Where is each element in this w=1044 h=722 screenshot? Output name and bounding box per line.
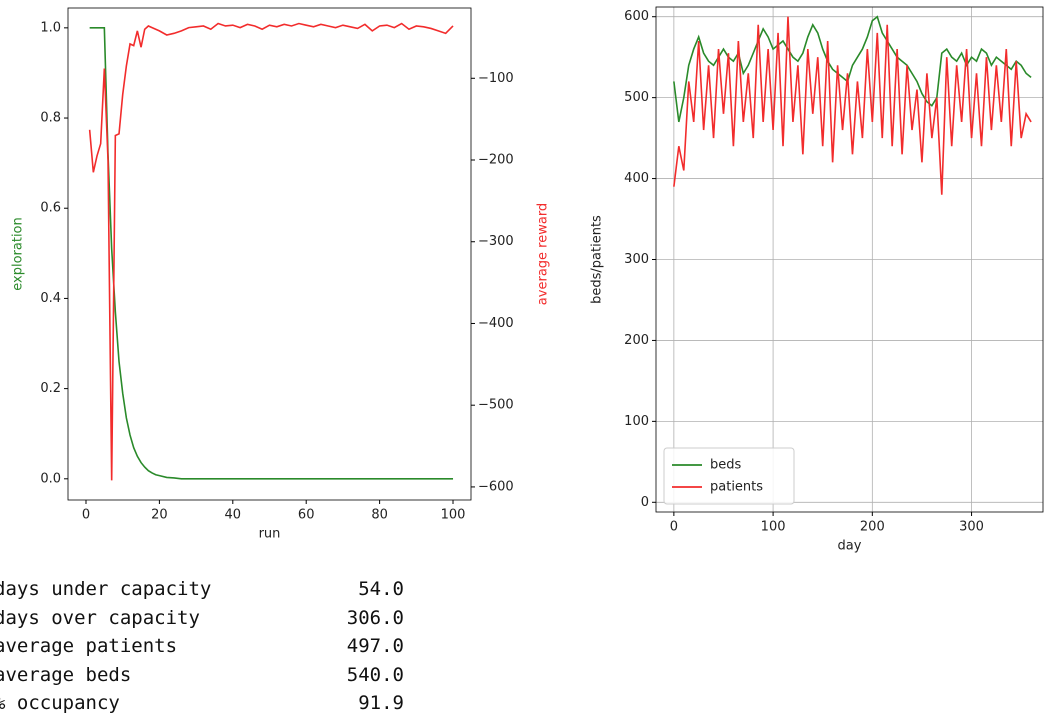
y-tick-label: 0.0 — [40, 471, 61, 486]
y2-tick-label: −400 — [478, 316, 514, 331]
plot-frame — [67, 7, 472, 501]
table-row: average beds 540.0 — [0, 664, 404, 693]
row-label: average beds — [0, 663, 132, 686]
series-line — [88, 22, 454, 481]
row-label: days over capacity — [0, 606, 200, 629]
x-tick-label: 20 — [151, 508, 168, 523]
y-tick-label: 400 — [624, 171, 649, 186]
row-value: 54.0 — [358, 578, 404, 600]
y-tick-label: 100 — [624, 414, 649, 429]
table-row: days over capacity 306.0 — [0, 607, 404, 636]
series-line — [673, 15, 1032, 123]
y-tick-label: 0.6 — [40, 201, 61, 216]
legend-box — [663, 447, 795, 505]
table-row: days under capacity 54.0 — [0, 578, 404, 607]
y-tick-label: 300 — [624, 252, 649, 267]
x-tick-label: 0 — [82, 508, 90, 523]
y-tick-label: 0.2 — [40, 381, 61, 396]
summary-table: days under capacity 54.0 days over capaci… — [0, 578, 404, 721]
x-tick-label: 0 — [670, 520, 678, 535]
row-value: 497.0 — [346, 635, 404, 657]
x-tick-label: 80 — [371, 508, 388, 523]
y2-tick-label: −100 — [478, 71, 514, 86]
y2-tick-label: −600 — [478, 479, 514, 494]
series-line — [89, 27, 454, 480]
y2-axis-label: average reward — [536, 203, 551, 305]
y-tick-label: 600 — [624, 9, 649, 24]
row-value: 91.9 — [358, 692, 404, 714]
y-axis-label: exploration — [11, 217, 26, 291]
x-tick-label: 100 — [441, 508, 466, 523]
y-tick-label: 0.4 — [40, 291, 61, 306]
table-row: average patients 497.0 — [0, 635, 404, 664]
y-tick-label: 500 — [624, 90, 649, 105]
x-axis-label: run — [259, 527, 281, 542]
y-tick-label: 200 — [624, 333, 649, 348]
y2-tick-label: −500 — [478, 398, 514, 413]
x-axis-label: day — [838, 539, 862, 554]
y-axis-label: beds/patients — [590, 215, 605, 304]
legend-label: beds — [710, 458, 742, 473]
legend-label: patients — [710, 480, 763, 495]
y-tick-label: 0.8 — [40, 111, 61, 126]
row-label: % occupancy — [0, 692, 120, 714]
series-line — [673, 16, 1032, 195]
y-tick-label: 0 — [641, 495, 649, 510]
row-label: days under capacity — [0, 578, 212, 600]
x-tick-label: 40 — [225, 508, 242, 523]
y-tick-label: 1.0 — [40, 20, 61, 35]
x-tick-label: 300 — [959, 520, 984, 535]
row-value: 306.0 — [346, 606, 404, 629]
y2-tick-label: −200 — [478, 153, 514, 168]
x-tick-label: 60 — [298, 508, 315, 523]
row-label: average patients — [0, 635, 178, 657]
x-tick-label: 100 — [761, 520, 786, 535]
row-value: 540.0 — [346, 663, 404, 686]
x-tick-label: 200 — [860, 520, 885, 535]
y2-tick-label: −300 — [478, 234, 514, 249]
table-row: % occupancy 91.9 — [0, 692, 404, 721]
